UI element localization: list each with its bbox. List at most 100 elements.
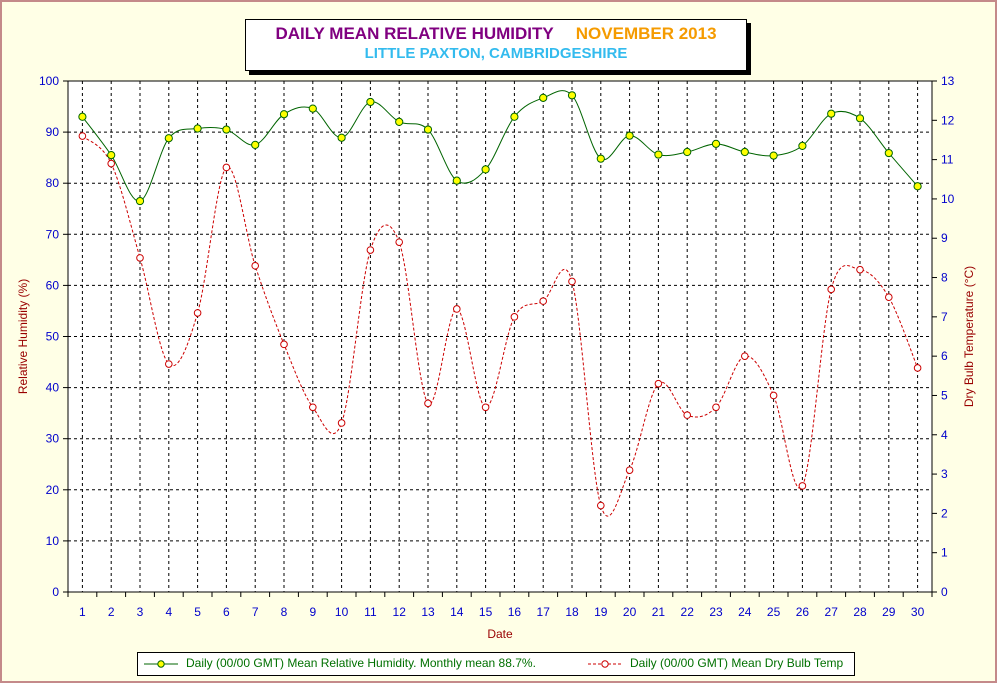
humidity-point	[452, 176, 461, 185]
right-tick-label: 11	[941, 153, 954, 167]
humidity-point	[884, 148, 893, 158]
temp-point	[366, 246, 375, 254]
right-tick-label: 1	[941, 546, 948, 560]
legend-humidity-label: Daily (00/00 GMT) Mean Relative Humidity…	[186, 656, 536, 670]
left-axis-title: Relative Humidity (%)	[16, 279, 30, 394]
x-tick-label: 13	[421, 605, 435, 619]
chart-legend: Daily (00/00 GMT) Mean Relative Humidity…	[137, 652, 855, 676]
x-tick-label: 28	[853, 605, 867, 619]
chart-month: NOVEMBER 2013	[575, 24, 717, 43]
temp-point	[827, 285, 836, 294]
x-tick-label: 21	[652, 605, 666, 619]
temp-point	[78, 132, 87, 140]
right-tick-label: 10	[941, 192, 955, 206]
humidity-point	[798, 141, 807, 150]
chart-location: LITTLE PAXTON, CAMBRIDGESHIRE	[364, 45, 628, 62]
humidity-point	[251, 140, 260, 149]
temp-point	[769, 391, 778, 400]
humidity-point	[337, 133, 346, 142]
x-tick-label: 3	[137, 605, 144, 619]
x-tick-label: 9	[309, 605, 316, 619]
temp-point	[625, 466, 634, 474]
x-tick-label: 11	[364, 605, 377, 619]
temp-point	[712, 403, 720, 412]
x-tick-label: 10	[335, 605, 349, 619]
temp-point	[337, 419, 346, 427]
humidity-point	[913, 182, 922, 191]
x-tick-label: 18	[565, 605, 579, 619]
right-tick-label: 3	[941, 467, 948, 481]
humidity-point	[279, 110, 289, 119]
temp-point	[568, 277, 576, 286]
humidity-point	[78, 112, 87, 121]
x-tick-label: 23	[709, 605, 723, 619]
x-tick-label: 27	[825, 605, 839, 619]
left-tick-label: 100	[39, 74, 59, 88]
left-tick-label: 60	[46, 278, 60, 292]
right-tick-label: 9	[941, 231, 948, 245]
legend-temp-label: Daily (00/00 GMT) Mean Dry Bulb Temp	[630, 656, 844, 670]
temp-point	[395, 238, 404, 246]
humidity-point	[769, 151, 778, 160]
humidity-point	[711, 139, 721, 148]
x-tick-label: 22	[681, 605, 695, 619]
humidity-point	[107, 150, 116, 160]
temp-point	[913, 364, 922, 372]
x-tick-label: 1	[79, 605, 86, 619]
temp-point	[280, 340, 288, 349]
temp-point	[539, 297, 548, 305]
chart-title: DAILY MEAN RELATIVE HUMIDITY	[275, 24, 554, 43]
right-tick-label: 6	[941, 349, 948, 363]
x-axis-title: Date	[487, 627, 513, 641]
temp-point	[193, 309, 202, 317]
right-axis-title: Dry Bulb Temperature (°C)	[962, 266, 976, 407]
humidity-point	[366, 97, 375, 107]
legend-temp-marker	[601, 660, 609, 668]
x-tick-label: 5	[194, 605, 201, 619]
x-tick-label: 30	[911, 605, 925, 619]
temp-point	[309, 403, 317, 412]
humidity-point	[193, 124, 202, 133]
humidity-point	[135, 196, 145, 206]
temp-point	[741, 352, 749, 360]
legend-humidity-marker	[157, 660, 165, 668]
humidity-point	[222, 125, 231, 134]
temp-point	[597, 501, 605, 510]
temp-point	[510, 313, 519, 321]
x-tick-label: 14	[450, 605, 464, 619]
right-tick-label: 4	[941, 428, 948, 442]
temp-point	[251, 261, 259, 270]
x-tick-label: 24	[738, 605, 752, 619]
temp-point	[654, 379, 663, 388]
x-tick-label: 17	[537, 605, 551, 619]
humidity-point	[308, 104, 317, 113]
x-tick-label: 4	[165, 605, 172, 619]
left-tick-label: 90	[46, 125, 60, 139]
x-tick-label: 25	[767, 605, 781, 619]
left-tick-label: 70	[46, 227, 60, 241]
temp-point	[481, 403, 490, 412]
x-tick-label: 15	[479, 605, 493, 619]
temp-point	[136, 254, 144, 262]
x-tick-label: 7	[252, 605, 259, 619]
humidity-point	[395, 117, 404, 126]
humidity-point	[596, 154, 605, 163]
x-tick-label: 20	[623, 605, 637, 619]
right-tick-label: 8	[941, 271, 948, 285]
left-tick-label: 10	[46, 534, 60, 548]
humidity-point	[423, 125, 433, 134]
left-tick-label: 80	[46, 176, 60, 190]
x-tick-label: 12	[393, 605, 407, 619]
left-tick-label: 0	[52, 585, 59, 599]
right-tick-label: 0	[941, 585, 948, 599]
temp-point	[856, 265, 864, 274]
x-tick-label: 26	[796, 605, 810, 619]
left-tick-label: 30	[46, 432, 60, 446]
temp-point	[165, 360, 173, 368]
temp-point	[798, 482, 807, 490]
chart-title-box: DAILY MEAN RELATIVE HUMIDITY NOVEMBER 201…	[245, 19, 747, 71]
temp-point	[453, 305, 461, 313]
temp-point	[222, 163, 231, 172]
right-tick-label: 2	[941, 506, 948, 520]
